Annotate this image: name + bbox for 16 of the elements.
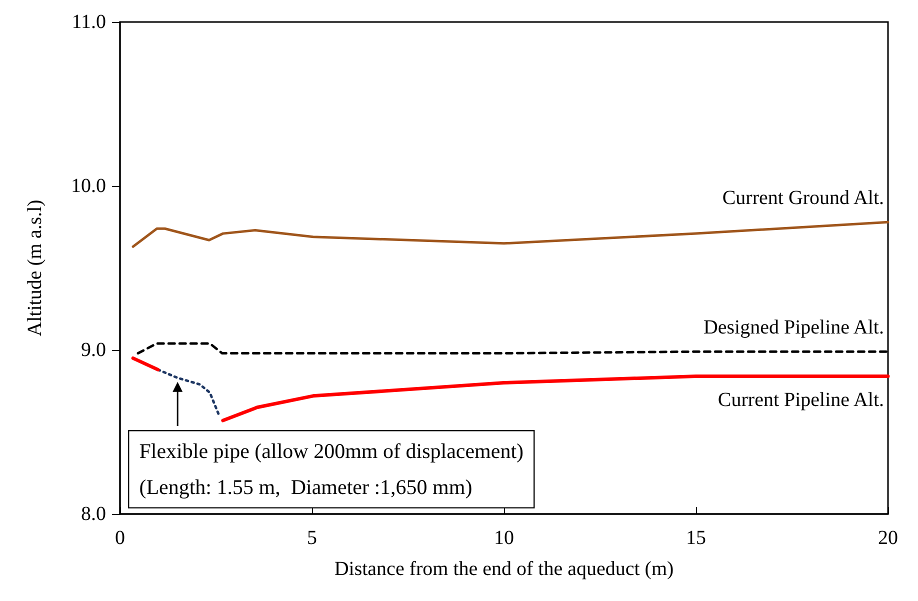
x-tick-label: 15	[686, 527, 706, 549]
x-tick-label: 20	[878, 527, 898, 549]
y-tick-label: 11.0	[72, 11, 106, 33]
y-tick-label: 9.0	[81, 339, 106, 361]
x-tick-label: 0	[115, 527, 125, 549]
x-axis-title: Distance from the end of the aqueduct (m)	[334, 558, 674, 580]
y-tick-label: 8.0	[81, 503, 106, 525]
x-tick-label: 5	[307, 527, 317, 549]
x-tick-label: 10	[494, 527, 514, 549]
series-label: Designed Pipeline Alt.	[703, 316, 884, 339]
y-tick-label: 10.0	[71, 175, 106, 197]
annotation: Flexible pipe (allow 200mm of displacement) (Length: 1.55 m, Diameter :1,650 mm)	[139, 439, 524, 500]
line-series	[132, 220, 890, 248]
series-label: Current Pipeline Alt.	[718, 389, 884, 412]
y-axis-title: Altitude (m a.s.l)	[24, 200, 46, 336]
series-label: Current Ground Alt.	[722, 187, 884, 210]
